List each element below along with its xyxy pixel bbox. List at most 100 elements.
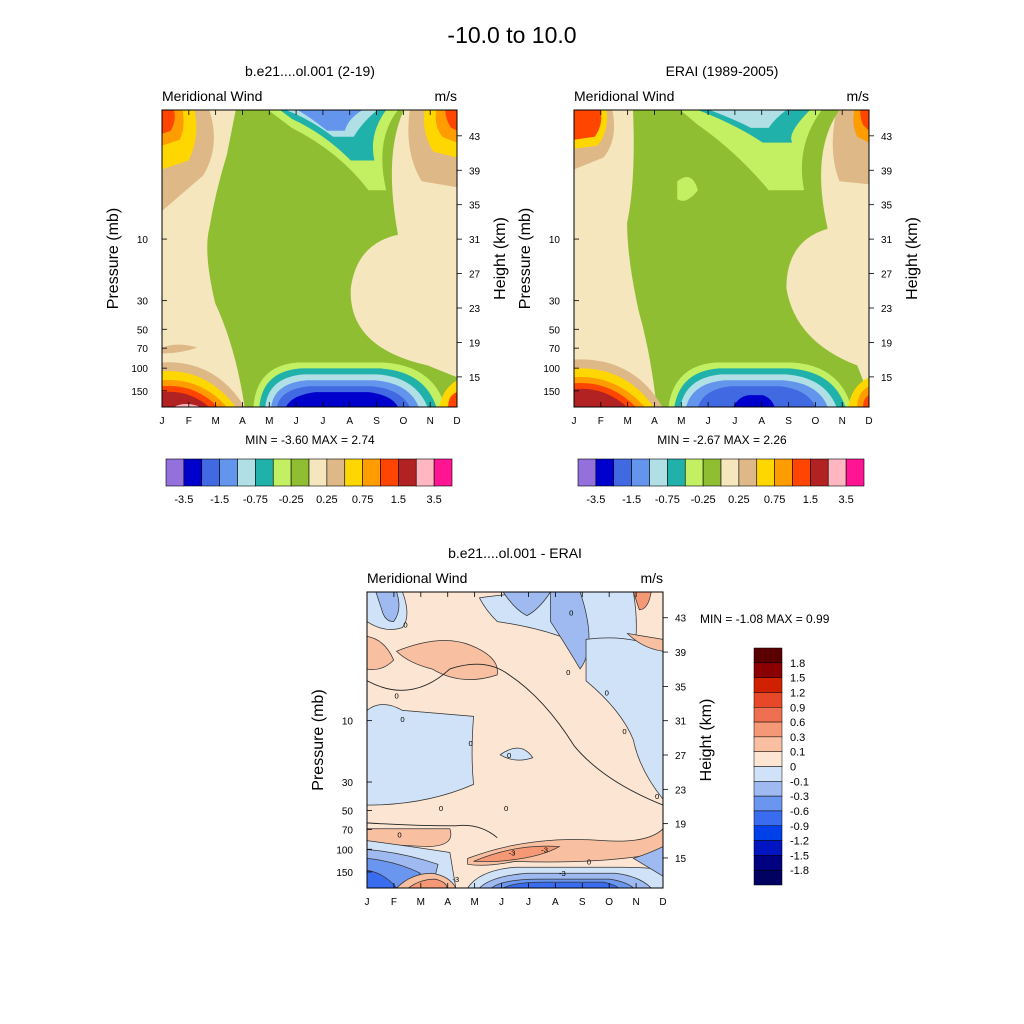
x-tick-label: J xyxy=(706,416,711,427)
contour-fill xyxy=(502,592,551,617)
colorbar-box xyxy=(183,458,203,487)
min-max-label: MIN = -3.60 MAX = 2.74 xyxy=(245,433,375,447)
contour-fill xyxy=(448,392,457,407)
colorbar-label: 0.6 xyxy=(790,717,805,729)
colorbar-box xyxy=(613,458,632,487)
y2-tick-label: 43 xyxy=(881,132,893,143)
x-tick-label: A xyxy=(651,416,658,427)
x-tick-label: M xyxy=(677,416,685,427)
colorbar-box xyxy=(290,458,310,487)
panel-obs: ERAI (1989-2005) Meridional Wind m/s xyxy=(517,63,921,506)
panel-title: b.e21....ol.001 (2-19) xyxy=(245,63,375,79)
contour-fill xyxy=(860,110,869,131)
colorbar-label: -1.5 xyxy=(622,494,641,506)
x-tick-label: J xyxy=(499,897,504,908)
x-tick-label: J xyxy=(160,416,165,427)
y2-axis-label: Height (km) xyxy=(492,217,509,300)
contour-label: 0 xyxy=(587,857,591,866)
contour-label: -3 xyxy=(509,848,516,857)
colorbar-label: 0.9 xyxy=(790,702,805,714)
contour-label: 0 xyxy=(468,739,472,748)
contour-label: 0 xyxy=(403,621,407,630)
y-tick-label: 10 xyxy=(137,235,149,246)
y-tick-label: 50 xyxy=(137,325,149,336)
colorbar-label: 0 xyxy=(790,762,796,774)
contour-label: -3 xyxy=(541,845,548,854)
colorbar-box xyxy=(810,458,829,487)
y2-tick-label: 39 xyxy=(469,166,481,177)
x-tick-label: A xyxy=(239,416,246,427)
colorbar-label: -0.75 xyxy=(243,494,268,506)
contour-fill xyxy=(863,395,869,407)
y2-tick-label: 23 xyxy=(469,304,481,315)
x-tick-label: F xyxy=(598,416,604,427)
panel-title: ERAI (1989-2005) xyxy=(666,63,779,79)
x-tick-label: M xyxy=(265,416,273,427)
x-tick-label: N xyxy=(632,897,639,908)
colorbar-label: -1.5 xyxy=(210,494,229,506)
axes: J F M A M J J A S O N D1030507010015043393531272319… xyxy=(310,591,715,908)
colorbar-box xyxy=(631,458,650,487)
x-tick-label: M xyxy=(211,416,219,427)
y2-tick-label: 35 xyxy=(469,201,481,212)
y-tick-label: 70 xyxy=(137,344,149,355)
colorbar-label: 0.75 xyxy=(764,494,785,506)
contour-fill xyxy=(207,110,457,407)
colorbar-box xyxy=(753,869,783,886)
colorbar-box xyxy=(753,736,783,752)
contour-fill xyxy=(367,869,398,888)
colorbar-box xyxy=(792,458,811,487)
x-tick-label: O xyxy=(399,416,407,427)
y-tick-label: 150 xyxy=(543,387,560,398)
colorbar-label: 3.5 xyxy=(838,494,853,506)
x-tick-label: J xyxy=(526,897,531,908)
x-tick-label: S xyxy=(373,416,380,427)
colorbar-box xyxy=(201,458,220,487)
x-tick-label: D xyxy=(659,897,666,908)
colorbar-box xyxy=(219,458,238,487)
x-tick-label: F xyxy=(391,897,397,908)
colorbar-box xyxy=(433,458,453,487)
colorbar-label: -1.8 xyxy=(790,865,809,877)
colorbar-box xyxy=(753,721,783,738)
y2-tick-label: 39 xyxy=(881,166,893,177)
colorbar-box xyxy=(326,458,346,487)
axes: J F M A M J J A S O N D1030507010015043393531272319… xyxy=(517,109,921,427)
contour-fill xyxy=(499,747,534,761)
y2-tick-label: 31 xyxy=(881,235,893,246)
contour-fill xyxy=(367,636,395,670)
y-tick-label: 70 xyxy=(549,344,561,355)
x-tick-label: A xyxy=(444,897,451,908)
y-tick-label: 10 xyxy=(549,235,561,246)
y2-tick-label: 23 xyxy=(881,304,893,315)
colorbar-box xyxy=(667,458,686,487)
contour-fill xyxy=(375,592,400,622)
colorbar-label: -1.5 xyxy=(790,850,809,862)
colorbar-label: 1.8 xyxy=(790,658,805,670)
colorbar-label: 1.2 xyxy=(790,687,805,699)
colorbar: -3.5 -1.5 -0.75 -0.25 0.25 0.75 1.5 3.5 xyxy=(165,458,453,506)
colorbar-label: -0.9 xyxy=(790,821,809,833)
y2-tick-label: 23 xyxy=(675,785,687,796)
y2-axis-label: Height (km) xyxy=(698,699,715,782)
colorbar-box xyxy=(753,795,783,812)
contour-fill xyxy=(574,110,602,140)
x-tick-label: M xyxy=(417,897,425,908)
contour-fill xyxy=(445,110,457,131)
panel-diff: b.e21....ol.001 - ERAI Meridional Wind m… xyxy=(310,545,830,908)
x-tick-label: J xyxy=(572,416,577,427)
y-tick-label: 100 xyxy=(336,845,353,856)
colorbar-box xyxy=(272,458,292,487)
colorbar-box xyxy=(720,458,740,487)
panel-variable-label: Meridional Wind xyxy=(367,570,467,586)
contour-fill xyxy=(297,110,363,131)
colorbar-box xyxy=(753,707,783,723)
y2-tick-label: 19 xyxy=(881,338,893,349)
colorbar-label: 0.25 xyxy=(728,494,749,506)
colorbar-box xyxy=(649,458,668,487)
y-tick-label: 100 xyxy=(131,364,148,375)
contour-fill xyxy=(502,881,620,888)
y-axis-label: Pressure (mb) xyxy=(517,208,534,309)
colorbar-label: 3.5 xyxy=(426,494,441,506)
panel-units-label: m/s xyxy=(846,88,869,104)
